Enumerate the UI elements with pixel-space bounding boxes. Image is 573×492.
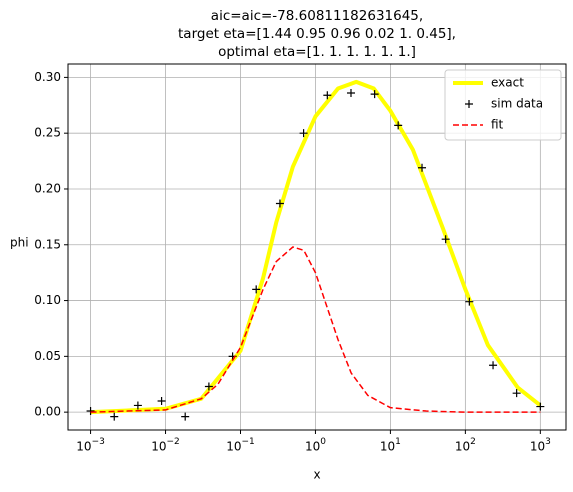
marker xyxy=(323,91,332,100)
marker xyxy=(299,129,308,138)
marker xyxy=(252,285,261,294)
marker xyxy=(86,407,95,416)
legend-label: exact xyxy=(491,76,524,90)
marker-cross xyxy=(489,361,498,370)
marker-cross xyxy=(465,297,474,306)
marker-cross xyxy=(299,129,308,138)
y-tick-label: 0.25 xyxy=(34,126,61,140)
marker xyxy=(204,382,213,391)
marker xyxy=(110,412,119,421)
marker-cross xyxy=(536,402,545,411)
marker-cross xyxy=(181,412,190,421)
x-tick-label: 10−3 xyxy=(76,437,105,454)
marker-cross xyxy=(110,412,119,421)
x-axis-label: x xyxy=(313,468,320,482)
x-tick-label: 101 xyxy=(380,437,401,454)
marker xyxy=(133,401,142,410)
y-tick-label: 0.15 xyxy=(34,237,61,251)
chart-title: optimal eta=[1. 1. 1. 1. 1. 1.] xyxy=(218,44,416,60)
chart-title: target eta=[1.44 0.95 0.96 0.02 1. 0.45]… xyxy=(178,26,456,42)
y-tick-label: 0.10 xyxy=(34,293,61,307)
marker-cross xyxy=(370,90,379,99)
legend-label: fit xyxy=(491,118,504,132)
x-tick-label: 10−1 xyxy=(226,437,255,454)
marker xyxy=(275,199,284,208)
marker xyxy=(370,90,379,99)
x-tick-label: 102 xyxy=(455,437,476,454)
marker xyxy=(489,361,498,370)
x-tick-label: 10−2 xyxy=(151,437,180,454)
plot-frame xyxy=(67,63,567,431)
y-axis-label: phi xyxy=(10,236,29,250)
marker-cross xyxy=(441,235,450,244)
y-tick-label: 0.30 xyxy=(34,70,61,84)
marker xyxy=(157,396,166,405)
marker-cross xyxy=(394,121,403,130)
marker-cross xyxy=(86,407,95,416)
marker xyxy=(512,389,521,398)
marker-cross xyxy=(157,396,166,405)
marker-cross xyxy=(252,285,261,294)
marker-cross xyxy=(323,91,332,100)
series-line xyxy=(90,246,541,413)
marker-cross xyxy=(346,89,355,98)
y-tick-label: 0.05 xyxy=(34,349,61,363)
marker-cross xyxy=(275,199,284,208)
marker xyxy=(536,402,545,411)
legend-marker xyxy=(465,100,473,108)
legend-box xyxy=(444,69,562,141)
marker xyxy=(181,412,190,421)
marker xyxy=(441,235,450,244)
marker-cross xyxy=(133,401,142,410)
marker xyxy=(394,121,403,130)
marker xyxy=(418,163,427,172)
chart-title: aic=aic=-78.60811182631645, xyxy=(211,8,423,24)
marker-cross xyxy=(418,163,427,172)
x-tick-label: 100 xyxy=(305,437,326,454)
marker xyxy=(346,89,355,98)
y-tick-label: 0.00 xyxy=(34,405,61,419)
x-tick-label: 103 xyxy=(530,437,551,454)
marker xyxy=(465,297,474,306)
legend-label: sim data xyxy=(491,97,543,111)
y-tick-label: 0.20 xyxy=(34,181,61,195)
marker-cross xyxy=(204,382,213,391)
marker-cross xyxy=(512,389,521,398)
